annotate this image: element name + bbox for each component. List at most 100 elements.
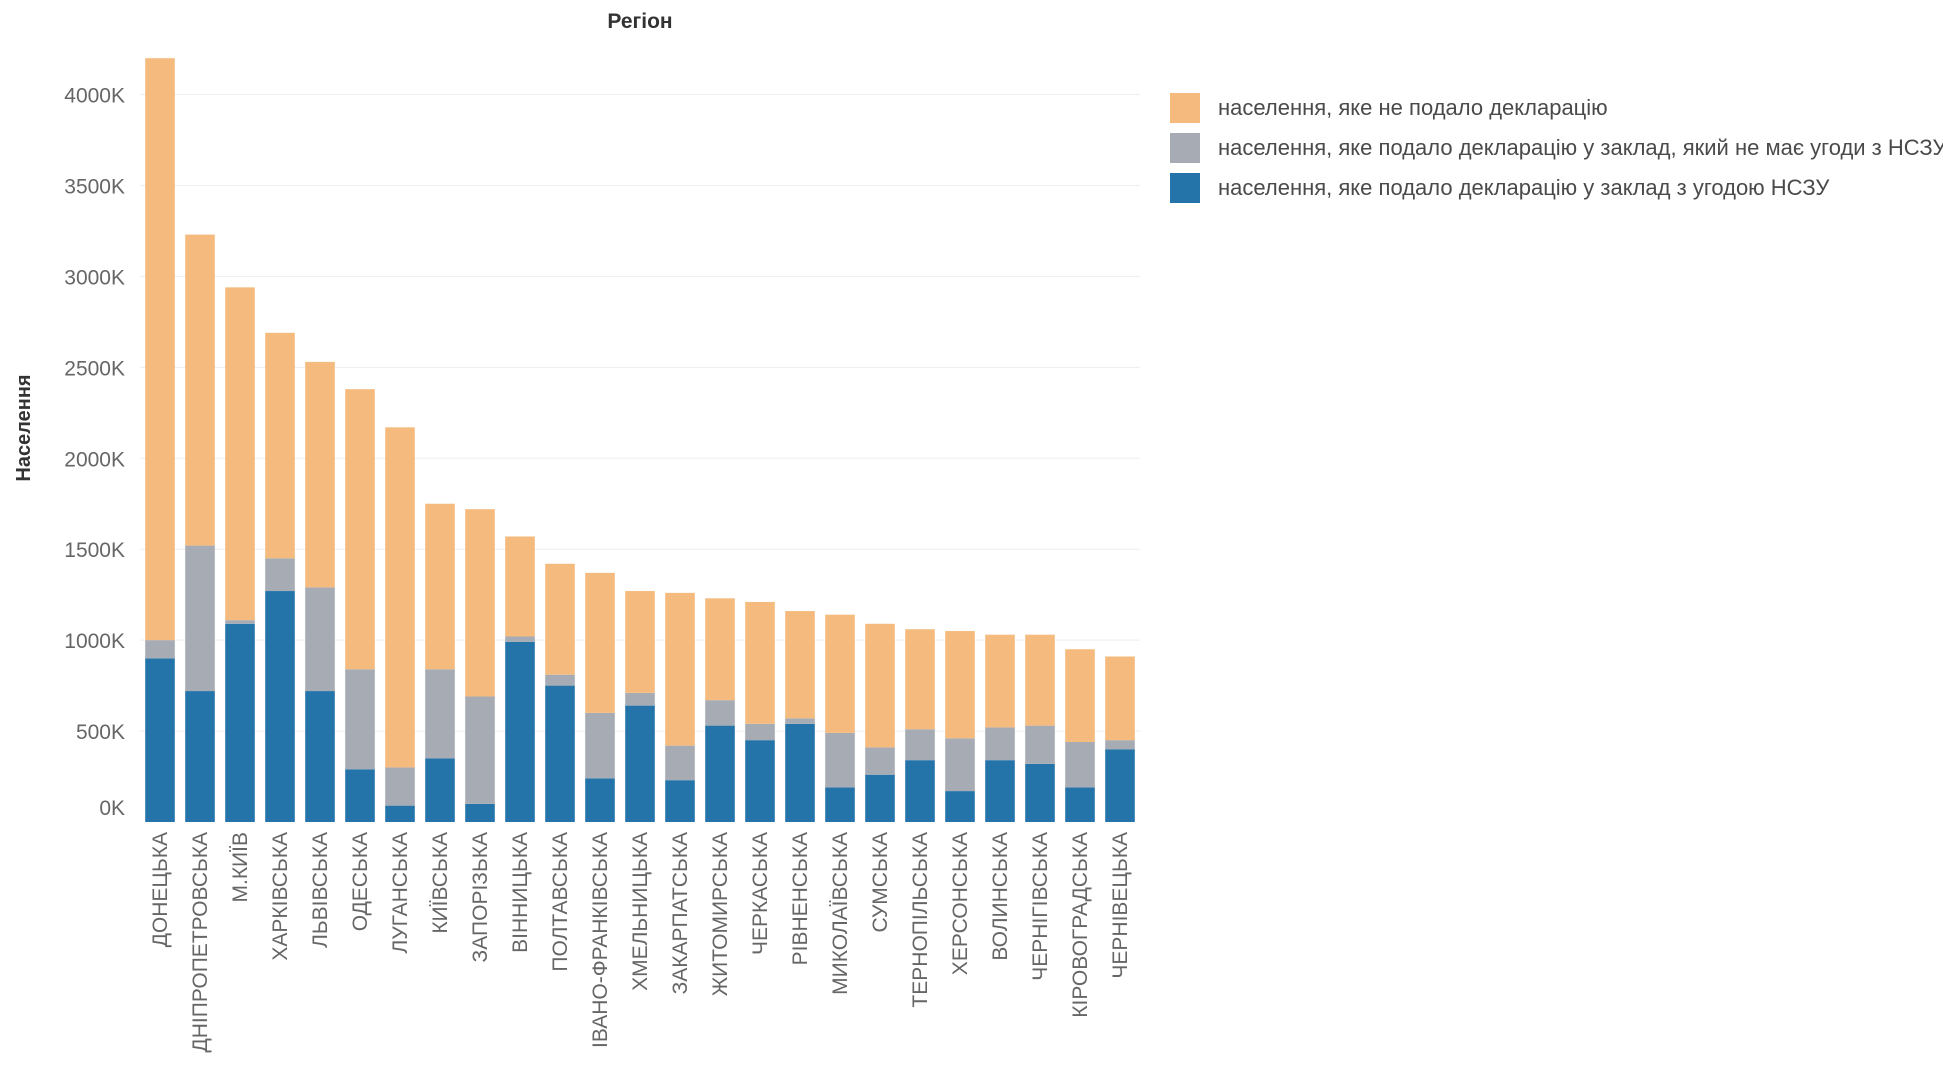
bar-segment[interactable] [185,545,215,692]
bar-segment[interactable] [345,769,375,822]
bar-segment[interactable] [705,725,735,822]
bar-segment[interactable] [225,287,255,621]
bars [145,58,1135,822]
bar-segment[interactable] [865,747,895,775]
x-tick-label: ВОЛИНСЬКА [989,832,1012,961]
bar-segment[interactable] [545,563,575,675]
bar-segment[interactable] [1065,741,1095,788]
bar-segment[interactable] [425,758,455,822]
bar-segment[interactable] [625,591,655,693]
bar-segment[interactable] [985,727,1015,761]
bar-segment[interactable] [1065,649,1095,742]
bar-segment[interactable] [305,361,335,588]
bar-segment[interactable] [185,234,215,546]
bar-segment[interactable] [945,738,975,792]
y-tick-label: 0K [99,797,125,820]
x-tick-label: ЧЕРКАСЬКА [749,832,772,955]
y-tick-label: 2500K [64,357,125,380]
bar-segment[interactable] [865,774,895,822]
bar-segment[interactable] [745,723,775,741]
legend-swatch [1170,173,1200,203]
bar-segment[interactable] [465,509,495,697]
bar-segment[interactable] [385,767,415,806]
bar-segment[interactable] [425,669,455,759]
bar-segment[interactable] [985,760,1015,822]
bar-segment[interactable] [785,611,815,719]
bar-segment[interactable] [1065,787,1095,822]
bar-segment[interactable] [1025,634,1055,726]
legend: населення, яке не подало декларацію насе… [1170,88,1943,208]
bar-segment[interactable] [1025,725,1055,764]
bar-segment[interactable] [945,791,975,822]
bar-segment[interactable] [905,729,935,761]
bar-segment[interactable] [825,614,855,733]
bar-segment[interactable] [185,691,215,822]
bar-segment[interactable] [265,558,295,592]
bar-segment[interactable] [625,705,655,822]
bar-segment[interactable] [585,712,615,779]
bar-segment[interactable] [145,658,175,822]
bar-segment[interactable] [985,634,1015,728]
x-tick-label: РІВНЕНСЬКА [789,832,812,965]
bar-segment[interactable] [505,641,535,822]
bar-segment[interactable] [865,623,895,748]
bar-segment[interactable] [225,620,255,624]
bar-segment[interactable] [145,640,175,659]
legend-item[interactable]: населення, яке не подало декларацію [1170,88,1943,128]
bar-segment[interactable] [1105,740,1135,750]
bar-segment[interactable] [705,598,735,701]
bar-segment[interactable] [745,740,775,822]
bar-segment[interactable] [945,631,975,739]
bar-segment[interactable] [145,58,175,641]
bar-segment[interactable] [665,745,695,781]
bar-segment[interactable] [745,601,775,724]
bar-segment[interactable] [385,427,415,768]
bar-segment[interactable] [385,805,415,822]
x-tick-label: МИКОЛАЇВСЬКА [829,832,852,995]
bar-segment[interactable] [825,787,855,822]
bar-segment[interactable] [265,591,295,822]
bar-segment[interactable] [1025,763,1055,822]
y-tick-label: 3000K [64,266,125,289]
x-tick-label: ХМЕЛЬНИЦЬКА [629,832,652,991]
bar-segment[interactable] [905,629,935,730]
legend-item[interactable]: населення, яке подало декларацію у закла… [1170,128,1943,168]
bar-segment[interactable] [665,780,695,822]
x-tick-label: ТЕРНОПІЛЬСЬКА [909,832,932,1008]
x-tick-label: ДНІПРОПЕТРОВСЬКА [189,832,212,1053]
bar-segment[interactable] [625,692,655,706]
bar-segment[interactable] [1105,749,1135,822]
bar-segment[interactable] [705,700,735,726]
bar-segment[interactable] [345,669,375,770]
bar-segment[interactable] [585,778,615,822]
x-tick-label: ПОЛТАВСЬКА [549,832,572,972]
bar-segment[interactable] [785,723,815,822]
legend-swatch [1170,133,1200,163]
bar-segment[interactable] [345,389,375,670]
bar-segment[interactable] [305,587,335,692]
y-tick-label: 2000K [64,448,125,471]
x-tick-label: ЛЬВІВСЬКА [309,832,332,948]
bar-segment[interactable] [545,685,575,822]
y-tick-label: 1000K [64,630,125,653]
bar-segment[interactable] [505,636,535,642]
bar-segment[interactable] [505,536,535,637]
bar-segment[interactable] [225,623,255,822]
bar-segment[interactable] [665,592,695,746]
bar-segment[interactable] [465,696,495,804]
bar-segment[interactable] [425,503,455,670]
bar-segment[interactable] [265,332,295,559]
legend-item[interactable]: населення, яке подало декларацію у закла… [1170,168,1943,208]
bar-segment[interactable] [585,572,615,713]
legend-label: населення, яке подало декларацію у закла… [1218,135,1943,160]
bar-segment[interactable] [825,732,855,788]
chart-title: Регіон [607,10,672,33]
bar-segment[interactable] [305,691,335,822]
bar-segment[interactable] [1105,656,1135,741]
x-tick-label: СУМСЬКА [869,832,892,933]
y-tick-label: 4000K [64,85,125,108]
bar-segment[interactable] [785,718,815,724]
bar-segment[interactable] [545,674,575,686]
bar-segment[interactable] [465,803,495,822]
bar-segment[interactable] [905,760,935,822]
